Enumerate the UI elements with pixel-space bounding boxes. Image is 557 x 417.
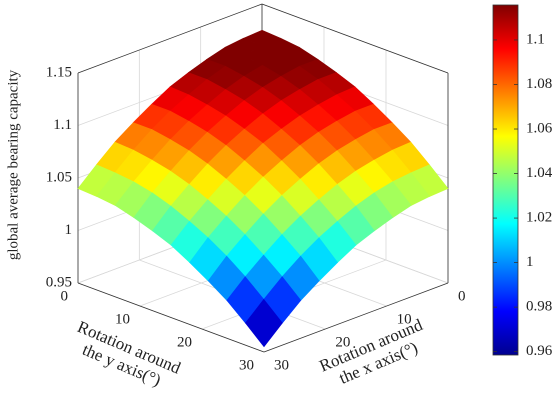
colorbar-tick-label: 1.1 [526, 31, 545, 47]
z-tick-label: 1.1 [53, 117, 72, 133]
x-axis-label: Rotation aroundthe x axis(°) [317, 315, 434, 393]
colorbar-tick-label: 0.96 [526, 343, 553, 359]
axis-line [77, 282, 265, 353]
y-tick-label: 0 [61, 288, 69, 304]
colorbar-tick-label: 1.04 [526, 165, 553, 181]
colorbar-tick-label: 0.98 [526, 299, 552, 315]
colorbar-tick-label: 1.08 [526, 76, 552, 92]
colorbar-tick-label: 1.06 [526, 120, 553, 136]
y-tick-label: 10 [115, 311, 130, 327]
colorbar-tick-label: 1 [526, 254, 534, 270]
surface-patch [245, 298, 283, 348]
x-tick-label: 20 [335, 334, 350, 350]
z-tick-label: 1.05 [46, 169, 72, 185]
axis-line [77, 3, 263, 74]
x-tick-label: 10 [397, 311, 412, 327]
y-axis-label: Rotation aroundthe y axis(°) [67, 317, 184, 395]
z-axis-label: global average bearing capacity [5, 69, 21, 260]
x-tick-label: 30 [274, 357, 289, 373]
z-tick-label: 1 [65, 222, 73, 238]
y-tick-label: 30 [239, 357, 254, 373]
z-tick-label: 1.15 [46, 64, 72, 80]
colorbar-tick-label: 1.02 [526, 210, 552, 226]
z-tick-label: 0.95 [46, 274, 72, 290]
y-tick-label: 20 [177, 334, 192, 350]
axis-line [263, 282, 449, 353]
colorbar [492, 4, 519, 356]
axis-line [261, 3, 449, 74]
x-tick-label: 0 [458, 288, 466, 304]
